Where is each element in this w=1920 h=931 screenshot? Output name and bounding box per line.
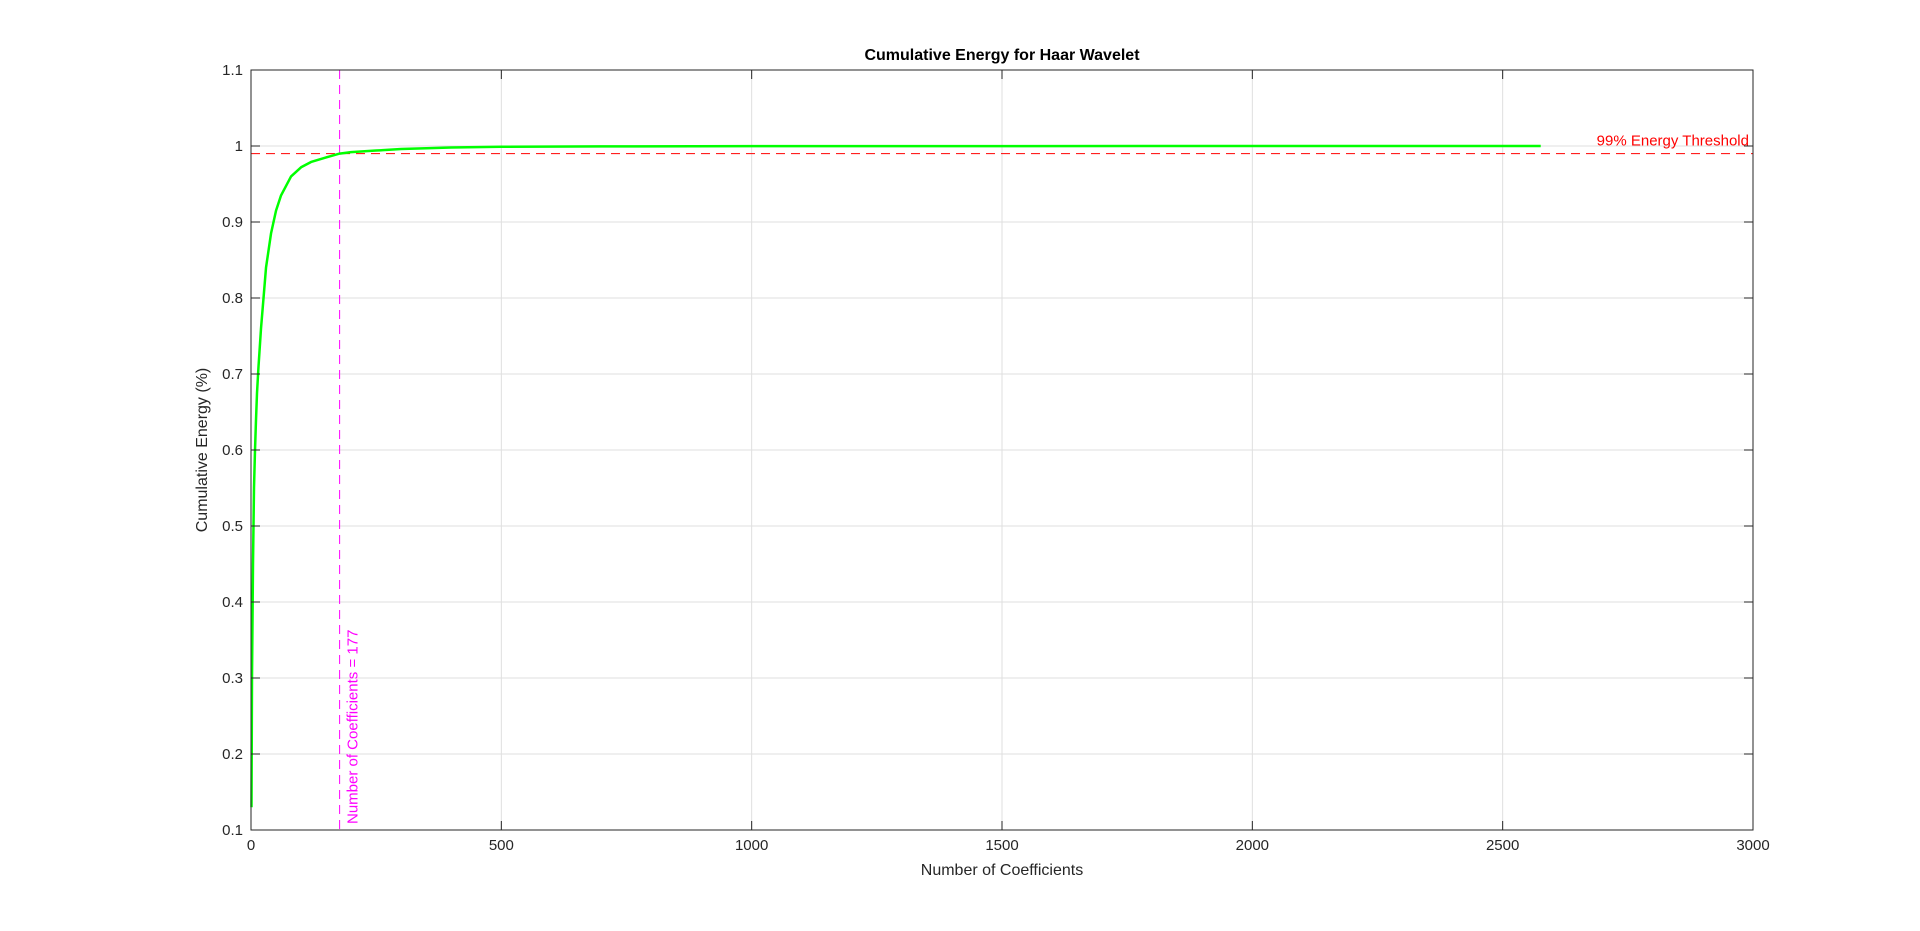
y-tick-label: 1.1 [222,62,243,79]
tick-labels: 0 500 1000 1500 2000 2500 3000 0.1 0.2 0.3 0.4 0.5 0… [222,62,1770,854]
y-tick-label: 1 [235,138,243,155]
y-tick-label: 0.5 [222,518,243,535]
reference-lines [251,70,1753,830]
ticks [250,69,1754,831]
x-tick-label: 1500 [985,837,1018,854]
y-tick-label: 0.6 [222,442,243,459]
y-tick-label: 0.1 [222,822,243,839]
y-tick-label: 0.4 [222,594,243,611]
threshold-label: 99% Energy Threshold [1597,133,1749,150]
x-tick-label: 3000 [1736,837,1769,854]
chart-title: Cumulative Energy for Haar Wavelet [864,47,1140,64]
y-tick-label: 0.3 [222,670,243,687]
y-tick-label: 0.9 [222,214,243,231]
x-tick-label: 2500 [1486,837,1519,854]
y-tick-label: 0.7 [222,366,243,383]
y-axis-label: Cumulative Energy (%) [194,368,211,533]
marker-label: Number of Coefficients = 177 [345,630,362,824]
x-tick-label: 0 [247,837,255,854]
x-axis-label: Number of Coefficients [921,862,1083,879]
y-tick-label: 0.8 [222,290,243,307]
y-tick-label: 0.2 [222,746,243,763]
x-tick-label: 2000 [1236,837,1269,854]
x-tick-label: 1000 [735,837,768,854]
x-tick-label: 500 [489,837,514,854]
series-group [250,144,1541,808]
series-line [250,144,1541,808]
